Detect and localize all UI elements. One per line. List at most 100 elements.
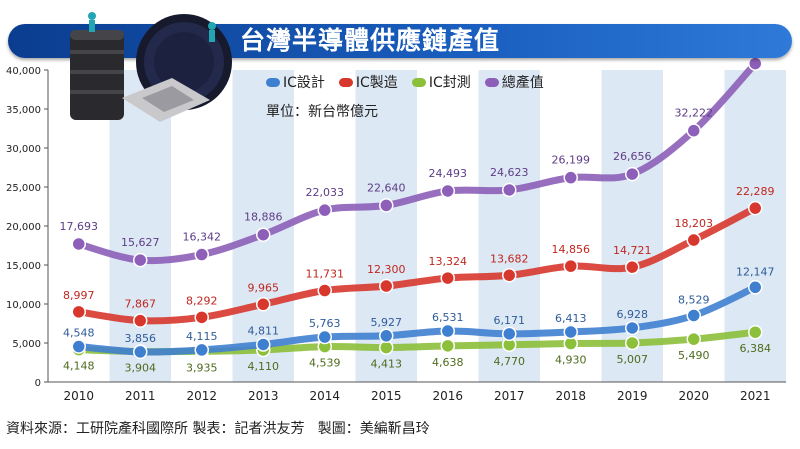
data-label-total: 17,693 [60, 220, 99, 233]
data-point-ic-design [748, 280, 763, 295]
data-point-total [440, 183, 455, 199]
x-tick-label: 2014 [309, 389, 340, 403]
data-point-ic-design [563, 324, 578, 340]
data-label-ic-packaging: 5,007 [617, 353, 649, 366]
data-label-ic-design: 4,115 [186, 330, 218, 343]
y-tick-label: 25,000 [6, 183, 41, 194]
data-label-total: 18,886 [244, 211, 283, 224]
legend: IC設計 IC製造 IC封測 總產值 [266, 72, 544, 92]
data-label-ic-manufacturing: 8,997 [63, 289, 95, 302]
data-label-ic-packaging: 3,904 [125, 362, 157, 375]
data-point-ic-manufacturing [686, 232, 701, 248]
data-label-ic-manufacturing: 22,289 [736, 185, 775, 198]
data-label-total: 22,033 [306, 186, 345, 199]
data-label-ic-manufacturing: 13,682 [490, 252, 529, 265]
data-label-ic-design: 4,811 [248, 324, 280, 337]
data-label-ic-packaging: 4,539 [309, 357, 341, 370]
data-point-total [71, 236, 86, 252]
x-tick-label: 2011 [125, 389, 156, 403]
data-label-ic-manufacturing: 12,300 [367, 263, 406, 276]
data-point-ic-manufacturing [440, 270, 455, 286]
data-label-ic-manufacturing: 11,731 [306, 267, 345, 280]
y-tick-label: 35,000 [6, 105, 41, 116]
semiconductor-illustration [70, 12, 232, 122]
data-point-ic-packaging [625, 335, 640, 351]
data-point-ic-design [256, 337, 271, 352]
data-label-ic-manufacturing: 14,856 [552, 243, 591, 256]
legend-label-total: 總產值 [501, 75, 544, 91]
data-label-ic-manufacturing: 9,965 [248, 281, 280, 294]
data-point-ic-manufacturing [71, 304, 86, 320]
legend-swatch-total [484, 77, 499, 87]
data-label-ic-design: 5,927 [371, 316, 403, 329]
data-label-ic-packaging: 4,413 [371, 358, 403, 371]
data-label-ic-packaging: 4,110 [248, 360, 280, 373]
unit-label: 單位：新台幣億元 [266, 104, 378, 120]
data-label-ic-packaging: 6,384 [740, 342, 772, 355]
data-label-ic-design: 6,531 [432, 311, 464, 324]
data-point-total [686, 123, 701, 138]
x-tick-label: 2017 [494, 389, 525, 403]
legend-item-total: 總產值 [484, 72, 544, 92]
x-tick-label: 2012 [186, 389, 217, 403]
data-label-total: 16,342 [183, 231, 222, 244]
y-tick-label: 10,000 [6, 300, 41, 311]
data-point-total [256, 227, 271, 242]
data-label-total: 22,640 [367, 181, 406, 194]
x-tick-label: 2020 [678, 389, 709, 403]
data-point-ic-packaging [748, 324, 763, 340]
data-label-ic-design: 6,413 [555, 312, 587, 325]
data-point-ic-design [133, 344, 148, 360]
data-point-ic-design [502, 326, 517, 342]
y-tick-label: 20,000 [6, 222, 41, 233]
data-point-total [133, 252, 148, 268]
data-point-total [194, 247, 209, 262]
data-point-ic-manufacturing [256, 297, 271, 312]
data-point-total [379, 198, 394, 213]
data-label-ic-design: 12,147 [736, 265, 775, 278]
data-label-ic-packaging: 4,148 [63, 360, 95, 373]
data-point-total [563, 170, 578, 185]
data-label-ic-manufacturing: 8,292 [186, 294, 218, 307]
data-label-total: 26,656 [613, 150, 652, 163]
data-label-ic-packaging: 4,930 [555, 354, 587, 367]
legend-swatch-ic-packaging [411, 77, 426, 87]
x-tick-label: 2016 [432, 389, 463, 403]
data-point-ic-design [686, 308, 701, 323]
data-point-ic-design [194, 342, 209, 358]
data-label-ic-packaging: 4,770 [494, 355, 526, 368]
data-point-total [748, 56, 763, 71]
data-label-ic-design: 4,548 [63, 327, 95, 340]
data-point-ic-manufacturing [133, 313, 148, 328]
data-label-total: 24,493 [429, 167, 468, 180]
source-credit: 資料來源：工研院產科國際所 製表：記者洪友芳 製圖：美編靳昌玲 [6, 421, 430, 437]
data-point-ic-manufacturing [748, 200, 763, 216]
data-label-ic-packaging: 4,638 [432, 356, 464, 369]
legend-swatch-ic-manufacturing [338, 77, 353, 87]
y-tick-label: 15,000 [6, 261, 41, 272]
data-point-total [625, 166, 640, 182]
data-point-ic-design [317, 329, 332, 345]
y-tick-label: 40,000 [6, 66, 41, 77]
data-label-total: 15,627 [121, 236, 160, 249]
data-point-ic-manufacturing [563, 258, 578, 274]
data-label-ic-design: 6,928 [617, 308, 649, 321]
data-point-ic-manufacturing [502, 268, 517, 283]
data-point-ic-design [625, 320, 640, 336]
data-point-ic-design [440, 323, 455, 339]
legend-swatch-ic-design [266, 77, 280, 87]
data-point-ic-manufacturing [317, 283, 332, 298]
x-tick-label: 2018 [555, 389, 586, 403]
data-label-ic-design: 6,171 [494, 314, 526, 327]
x-tick-label: 2015 [371, 389, 402, 403]
data-label-ic-manufacturing: 14,721 [613, 244, 652, 257]
legend-label-ic-design: IC設計 [283, 75, 325, 91]
data-point-ic-packaging [440, 338, 455, 354]
legend-item-ic-manufacturing: IC製造 [338, 72, 398, 92]
y-tick-label: 5,000 [12, 339, 41, 350]
data-label-total: 26,199 [552, 154, 591, 167]
data-point-ic-manufacturing [625, 259, 640, 275]
data-label-ic-design: 5,763 [309, 317, 341, 330]
data-point-total [502, 182, 517, 198]
legend-label-ic-manufacturing: IC製造 [355, 75, 398, 91]
